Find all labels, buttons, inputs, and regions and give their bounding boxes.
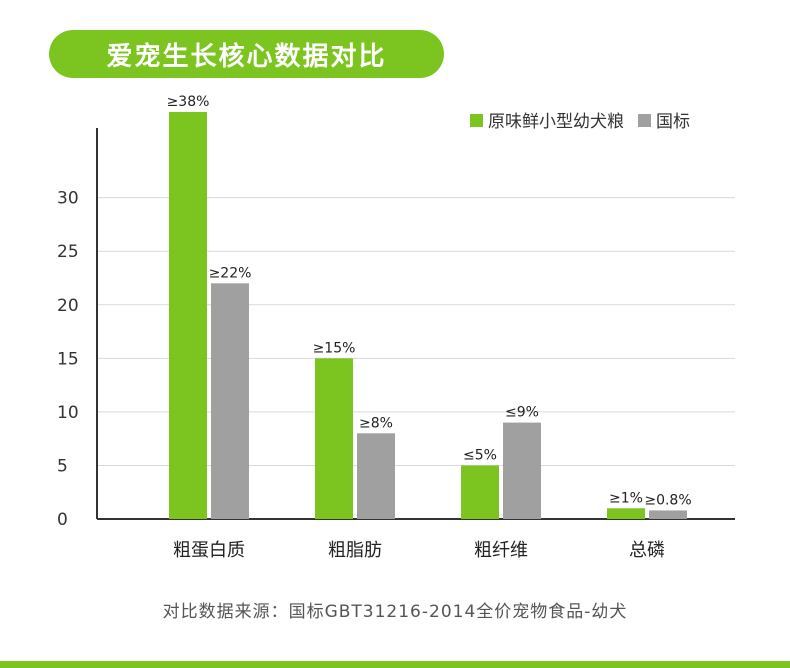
y-tick-label: 10 [57, 403, 79, 423]
data-label: ≤9% [505, 405, 539, 421]
bar [357, 433, 395, 519]
y-tick-label: 0 [57, 510, 68, 530]
bottom-accent-bar [0, 661, 790, 668]
data-label: ≤5% [463, 447, 497, 463]
x-tick-label: 粗纤维 [474, 540, 528, 561]
data-label: ≥1% [609, 490, 643, 506]
bar [607, 508, 645, 519]
bar [461, 465, 499, 519]
x-tick-label: 总磷 [629, 540, 665, 561]
data-label: ≥15% [313, 340, 356, 356]
bar [649, 510, 687, 519]
data-label: ≥22% [209, 265, 252, 281]
data-label: ≥0.8% [644, 492, 691, 508]
bar [315, 358, 353, 519]
chart-title-banner: 爱宠生长核心数据对比 [49, 30, 444, 78]
legend-swatch [470, 114, 483, 127]
bar [503, 422, 541, 519]
y-tick-label: 30 [57, 189, 79, 209]
bar-chart: 0 5 10 15 20 25 30 ≥38% ≥22% 粗蛋白质 ≥15% ≥8% 粗脂肪 ≤5% ≤9%… [57, 94, 735, 561]
source-note: 对比数据来源：国标GBT31216-2014全价宠物食品-幼犬 [162, 602, 628, 622]
legend-swatch [638, 114, 651, 127]
y-tick-label: 5 [57, 456, 68, 476]
y-tick-label: 20 [57, 296, 79, 316]
x-tick-label: 粗脂肪 [328, 540, 382, 561]
x-tick-label: 粗蛋白质 [173, 540, 245, 561]
y-tick-label: 25 [57, 242, 79, 262]
bar [169, 111, 207, 519]
data-label: ≥8% [359, 415, 393, 431]
legend-label: 国标 [656, 112, 690, 132]
legend-label: 原味鲜小型幼犬粮 [488, 112, 624, 132]
data-label: ≥38% [167, 94, 210, 110]
y-tick-label: 15 [57, 349, 79, 369]
chart-title: 爱宠生长核心数据对比 [106, 41, 387, 72]
bar [211, 283, 249, 519]
